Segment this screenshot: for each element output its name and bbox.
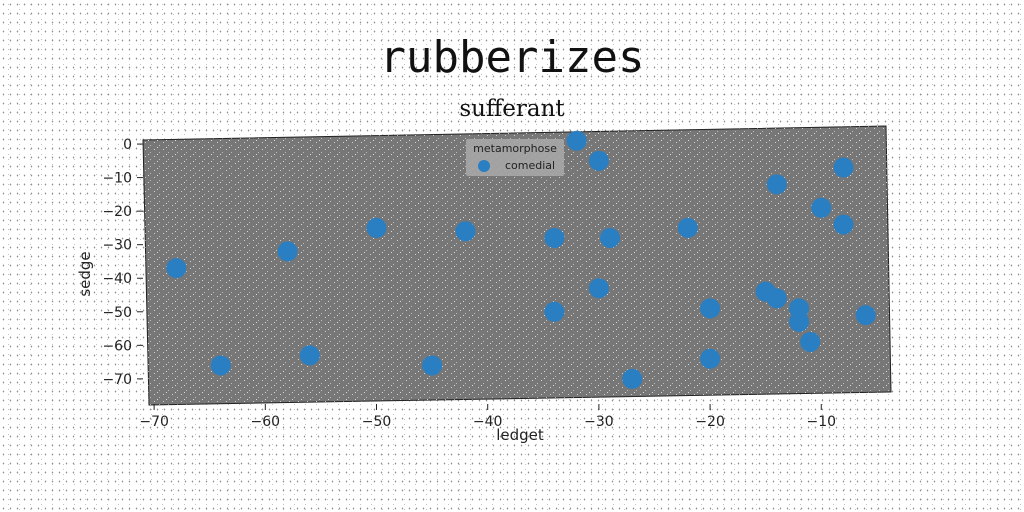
scatter-point xyxy=(566,130,587,151)
y-tick-label: −20 xyxy=(102,204,132,220)
x-tick-label: −20 xyxy=(695,414,725,430)
y-axis: 0 −10 −20 −30 −40 −50 −60 −70 xyxy=(102,137,143,388)
y-axis-label: sedge xyxy=(76,251,94,296)
plot-area xyxy=(142,125,892,406)
scatter-point xyxy=(700,298,721,319)
y-tick-label: −70 xyxy=(102,372,132,388)
scatter-point xyxy=(588,278,609,299)
scatter-point xyxy=(366,217,387,238)
scatter-point xyxy=(700,348,721,369)
scatter-point xyxy=(766,288,787,309)
y-tick-label: −50 xyxy=(102,305,132,321)
scatter-point xyxy=(210,355,231,376)
y-tick-label: 0 xyxy=(123,137,132,153)
scatter-point xyxy=(833,214,854,235)
scatter-point xyxy=(855,305,876,326)
x-tick-label: −10 xyxy=(807,414,837,430)
scatter-point xyxy=(811,197,832,218)
x-tick-label: −60 xyxy=(251,414,281,430)
legend-box xyxy=(466,139,564,176)
y-tick-label: −60 xyxy=(102,338,132,354)
scatter-point xyxy=(622,368,643,389)
legend: metamorphose comedial xyxy=(466,139,564,176)
scatter-point xyxy=(800,331,821,352)
legend-title: metamorphose xyxy=(473,142,557,155)
scatter-point xyxy=(600,227,621,248)
scatter-point xyxy=(455,221,476,242)
scatter-point xyxy=(166,258,187,279)
scatter-point xyxy=(766,174,787,195)
y-tick-label: −10 xyxy=(102,171,132,187)
scatter-point xyxy=(588,150,609,171)
scatter-point xyxy=(544,227,565,248)
legend-entry-label: comedial xyxy=(505,159,555,172)
x-axis: −70 −60 −50 −40 −30 −20 −10 xyxy=(139,404,836,430)
scatter-point xyxy=(299,345,320,366)
x-tick-label: −30 xyxy=(584,414,614,430)
y-tick-label: −40 xyxy=(102,271,132,287)
chart-subtitle: sufferant xyxy=(459,96,565,122)
x-tick-label: −70 xyxy=(139,414,169,430)
y-tick-label: −30 xyxy=(102,238,132,254)
x-tick-label: −50 xyxy=(362,414,392,430)
scatter-point xyxy=(789,311,810,332)
data-points xyxy=(166,130,876,389)
scatter-point xyxy=(277,241,298,262)
scatter-point xyxy=(833,157,854,178)
legend-marker xyxy=(478,160,490,172)
x-tick-label: −40 xyxy=(473,414,503,430)
plot-background-texture xyxy=(143,126,891,405)
scatter-point xyxy=(422,355,443,376)
scatter-point xyxy=(677,217,698,238)
chart-title: rubberizes xyxy=(379,32,645,83)
scatter-point xyxy=(544,301,565,322)
x-axis-label: ledget xyxy=(496,426,544,444)
